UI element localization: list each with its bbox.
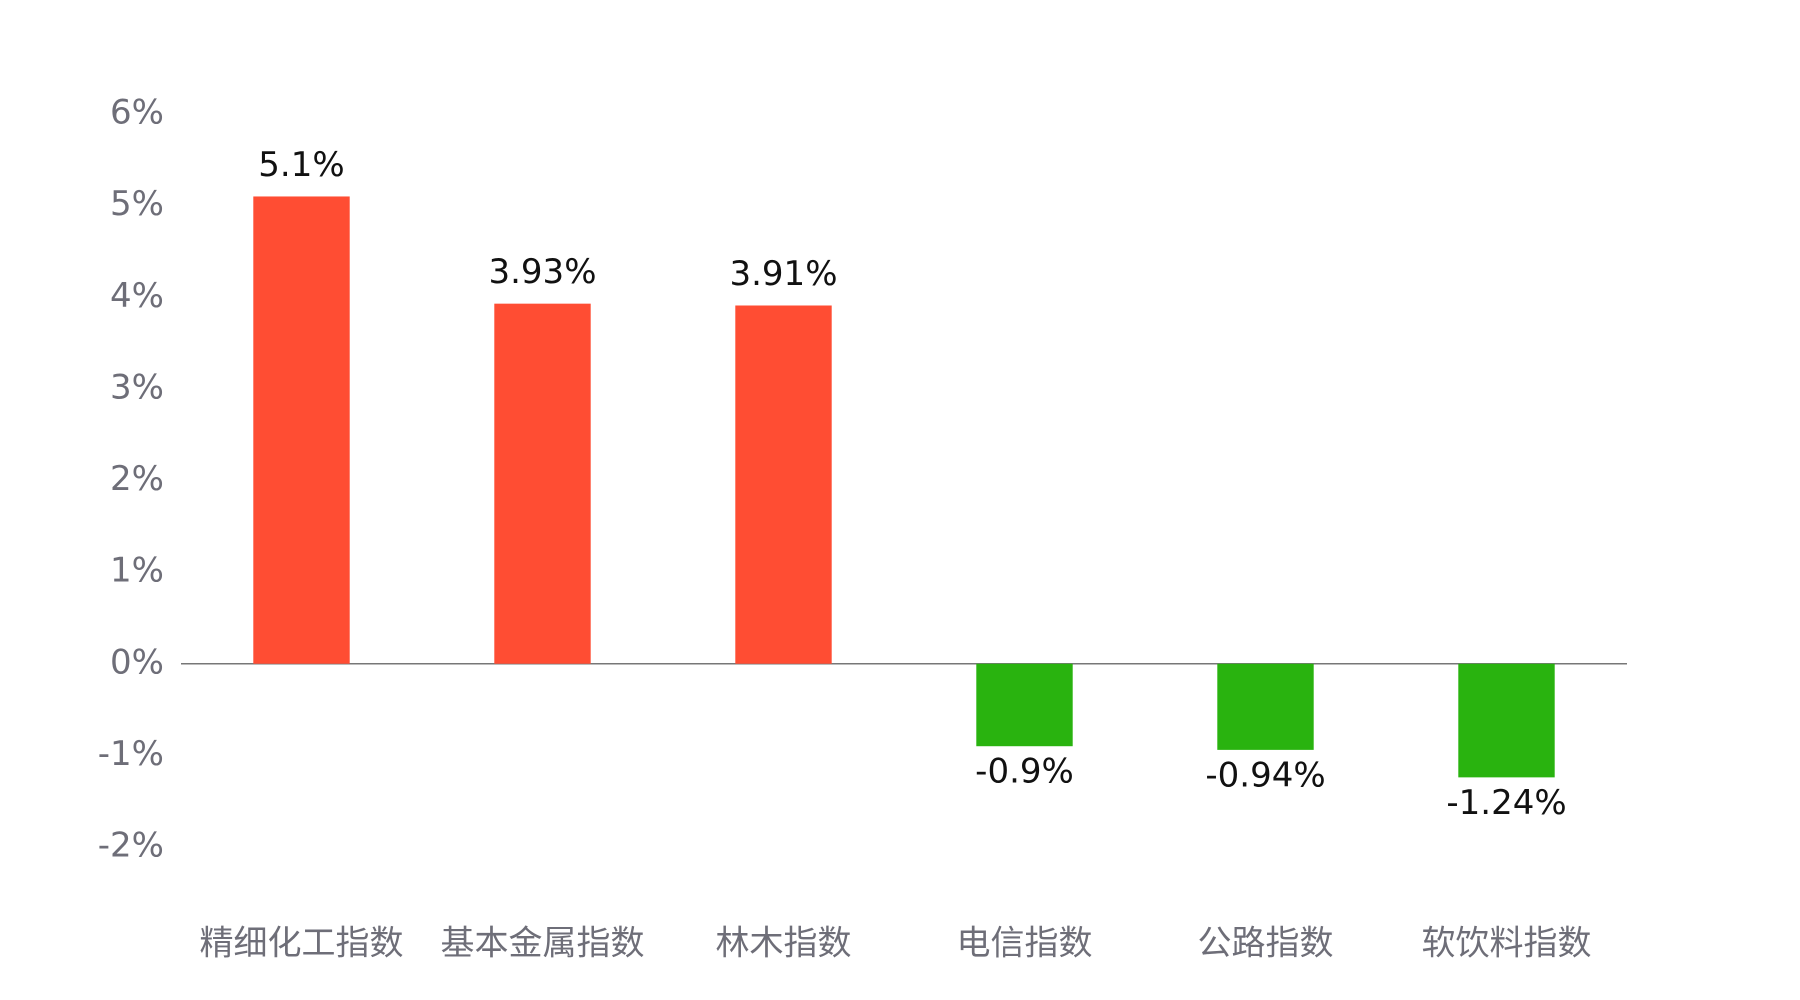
x-tick-label: 公路指数 xyxy=(1198,924,1334,964)
y-tick-label: 3% xyxy=(110,367,164,407)
x-tick-label: 精细化工指数 xyxy=(200,924,404,964)
y-tick-label: 5% xyxy=(110,184,164,224)
y-tick-label: -2% xyxy=(98,826,164,866)
y-tick-label: 0% xyxy=(110,642,164,682)
x-tick-label: 林木指数 xyxy=(716,924,852,964)
value-label: 3.91% xyxy=(729,254,837,294)
bar xyxy=(253,196,350,664)
bar xyxy=(1217,663,1314,750)
x-tick-label: 电信指数 xyxy=(957,924,1093,964)
y-tick-label: 1% xyxy=(110,551,164,591)
y-tick-label: 6% xyxy=(110,93,164,133)
y-tick-label: 4% xyxy=(110,276,164,316)
bar xyxy=(976,663,1073,747)
value-label: -1.24% xyxy=(1446,783,1566,823)
bar xyxy=(1458,663,1555,778)
x-tick-label: 基本金属指数 xyxy=(441,924,645,964)
y-tick-label: 2% xyxy=(110,459,164,499)
y-tick-label: -1% xyxy=(98,734,164,774)
bar xyxy=(494,303,591,664)
bar xyxy=(735,305,832,664)
x-tick-label: 软饮料指数 xyxy=(1422,924,1592,964)
value-label: 5.1% xyxy=(258,145,344,185)
value-label: -0.94% xyxy=(1205,755,1325,795)
value-label: -0.9% xyxy=(975,752,1074,792)
value-label: 3.93% xyxy=(488,252,596,292)
